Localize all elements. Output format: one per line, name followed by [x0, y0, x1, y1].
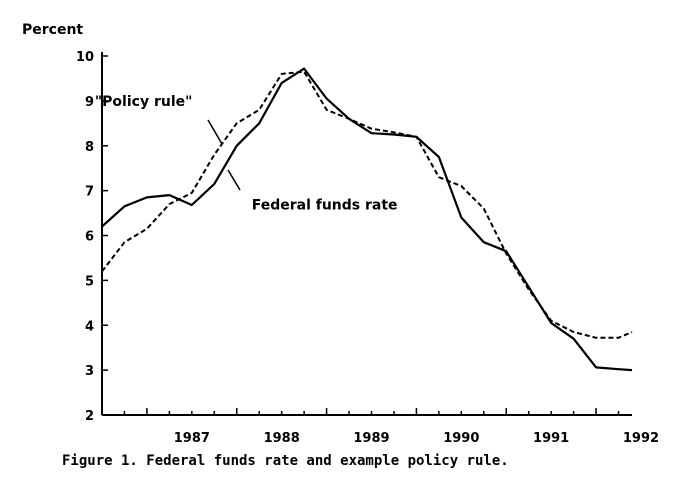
y-tick-label: 8 — [85, 140, 94, 155]
y-tick-label: 6 — [85, 230, 94, 245]
x-tick-label: 1991 — [533, 431, 569, 446]
annotation-policy-rule-leader — [207, 119, 223, 145]
y-axis-label: Percent — [22, 22, 83, 38]
axes — [101, 52, 632, 416]
y-tick-label: 9 — [85, 95, 94, 110]
annotation-federal-funds-rate-leader — [227, 169, 241, 191]
x-tick-label: 1989 — [353, 431, 389, 446]
y-tick-label: 4 — [85, 319, 94, 334]
y-ticks: 2 3 4 5 6 7 8 9 10 — [76, 50, 108, 424]
x-tick-label: 1990 — [443, 431, 479, 446]
y-tick-label: 3 — [85, 364, 94, 379]
x-tick-label: 1992 — [623, 431, 659, 446]
annotation-policy-rule: "Policy rule" — [95, 94, 193, 110]
annotation-federal-funds-rate: Federal funds rate — [252, 198, 398, 214]
figure-caption: Figure 1. Federal funds rate and example… — [62, 453, 509, 469]
x-ticks: 1987 1988 1989 1990 1991 1992 — [101, 408, 659, 446]
y-tick-label: 7 — [85, 185, 94, 200]
y-tick-label: 5 — [85, 274, 94, 289]
annotations: "Policy rule" Federal funds rate — [95, 94, 398, 214]
series-lines — [101, 67, 633, 372]
policy-rule-line — [101, 70, 633, 339]
federal-funds-rate-line — [101, 67, 633, 372]
x-tick-label: 1987 — [174, 431, 210, 446]
y-tick-label: 2 — [85, 409, 94, 424]
x-tick-label: 1988 — [264, 431, 300, 446]
y-tick-label: 10 — [76, 50, 94, 65]
